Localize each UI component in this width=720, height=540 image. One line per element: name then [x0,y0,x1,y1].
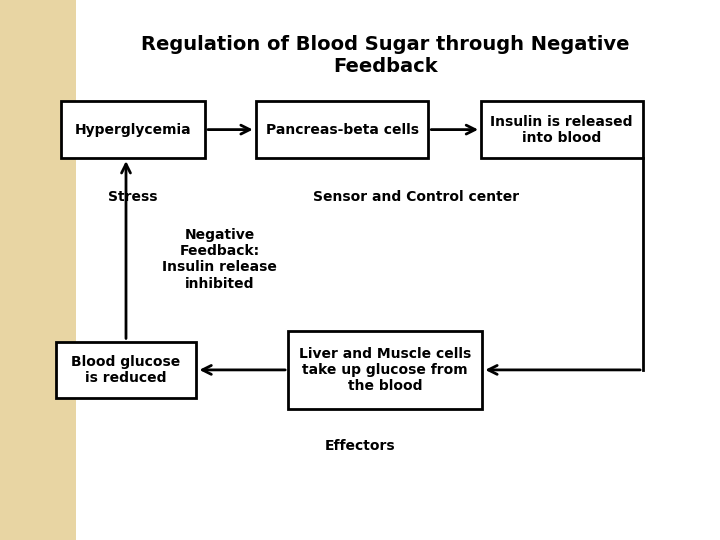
Text: Hyperglycemia: Hyperglycemia [75,123,192,137]
Text: Liver and Muscle cells
take up glucose from
the blood: Liver and Muscle cells take up glucose f… [299,347,472,393]
Text: Stress: Stress [109,190,158,204]
Text: Pancreas-beta cells: Pancreas-beta cells [266,123,418,137]
Bar [0,0,76,540]
Text: Sensor and Control center: Sensor and Control center [313,190,519,204]
FancyBboxPatch shape [256,102,428,158]
FancyBboxPatch shape [288,330,482,409]
Text: Insulin is released
into blood: Insulin is released into blood [490,114,633,145]
Text: Blood glucose
is reduced: Blood glucose is reduced [71,355,181,385]
FancyBboxPatch shape [61,102,205,158]
Text: Regulation of Blood Sugar through Negative
Feedback: Regulation of Blood Sugar through Negati… [141,35,629,76]
FancyBboxPatch shape [55,342,196,399]
Text: Effectors: Effectors [325,438,395,453]
Text: Negative
Feedback:
Insulin release
inhibited: Negative Feedback: Insulin release inhib… [162,228,277,291]
FancyBboxPatch shape [481,102,643,158]
